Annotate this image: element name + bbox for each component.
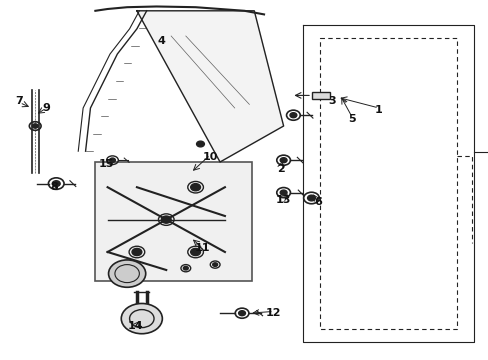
Circle shape xyxy=(289,113,296,118)
Circle shape xyxy=(190,248,200,256)
Circle shape xyxy=(183,266,188,270)
Circle shape xyxy=(108,260,145,287)
Text: 6: 6 xyxy=(313,197,321,207)
Circle shape xyxy=(212,263,217,266)
Text: 5: 5 xyxy=(347,114,355,124)
Circle shape xyxy=(307,195,315,201)
Text: 15: 15 xyxy=(99,159,114,169)
Text: 12: 12 xyxy=(265,308,281,318)
Circle shape xyxy=(280,190,286,195)
Circle shape xyxy=(238,311,245,316)
FancyBboxPatch shape xyxy=(95,162,251,281)
Text: 4: 4 xyxy=(157,36,165,46)
Circle shape xyxy=(32,124,38,128)
Polygon shape xyxy=(137,11,283,162)
Text: 2: 2 xyxy=(277,164,285,174)
Text: 3: 3 xyxy=(328,96,336,106)
Text: 8: 8 xyxy=(50,182,58,192)
Text: 10: 10 xyxy=(202,152,218,162)
Circle shape xyxy=(190,184,200,191)
Text: 7: 7 xyxy=(16,96,23,106)
Text: 9: 9 xyxy=(42,103,50,113)
Text: 11: 11 xyxy=(195,243,210,253)
Circle shape xyxy=(161,216,171,223)
Bar xyxy=(311,92,329,99)
Text: 1: 1 xyxy=(374,105,382,115)
Circle shape xyxy=(109,158,115,162)
Circle shape xyxy=(52,181,60,186)
Circle shape xyxy=(280,158,286,163)
Circle shape xyxy=(121,303,162,334)
Text: 14: 14 xyxy=(128,321,143,331)
Circle shape xyxy=(132,248,142,256)
Circle shape xyxy=(196,141,204,147)
Text: 13: 13 xyxy=(275,195,291,205)
